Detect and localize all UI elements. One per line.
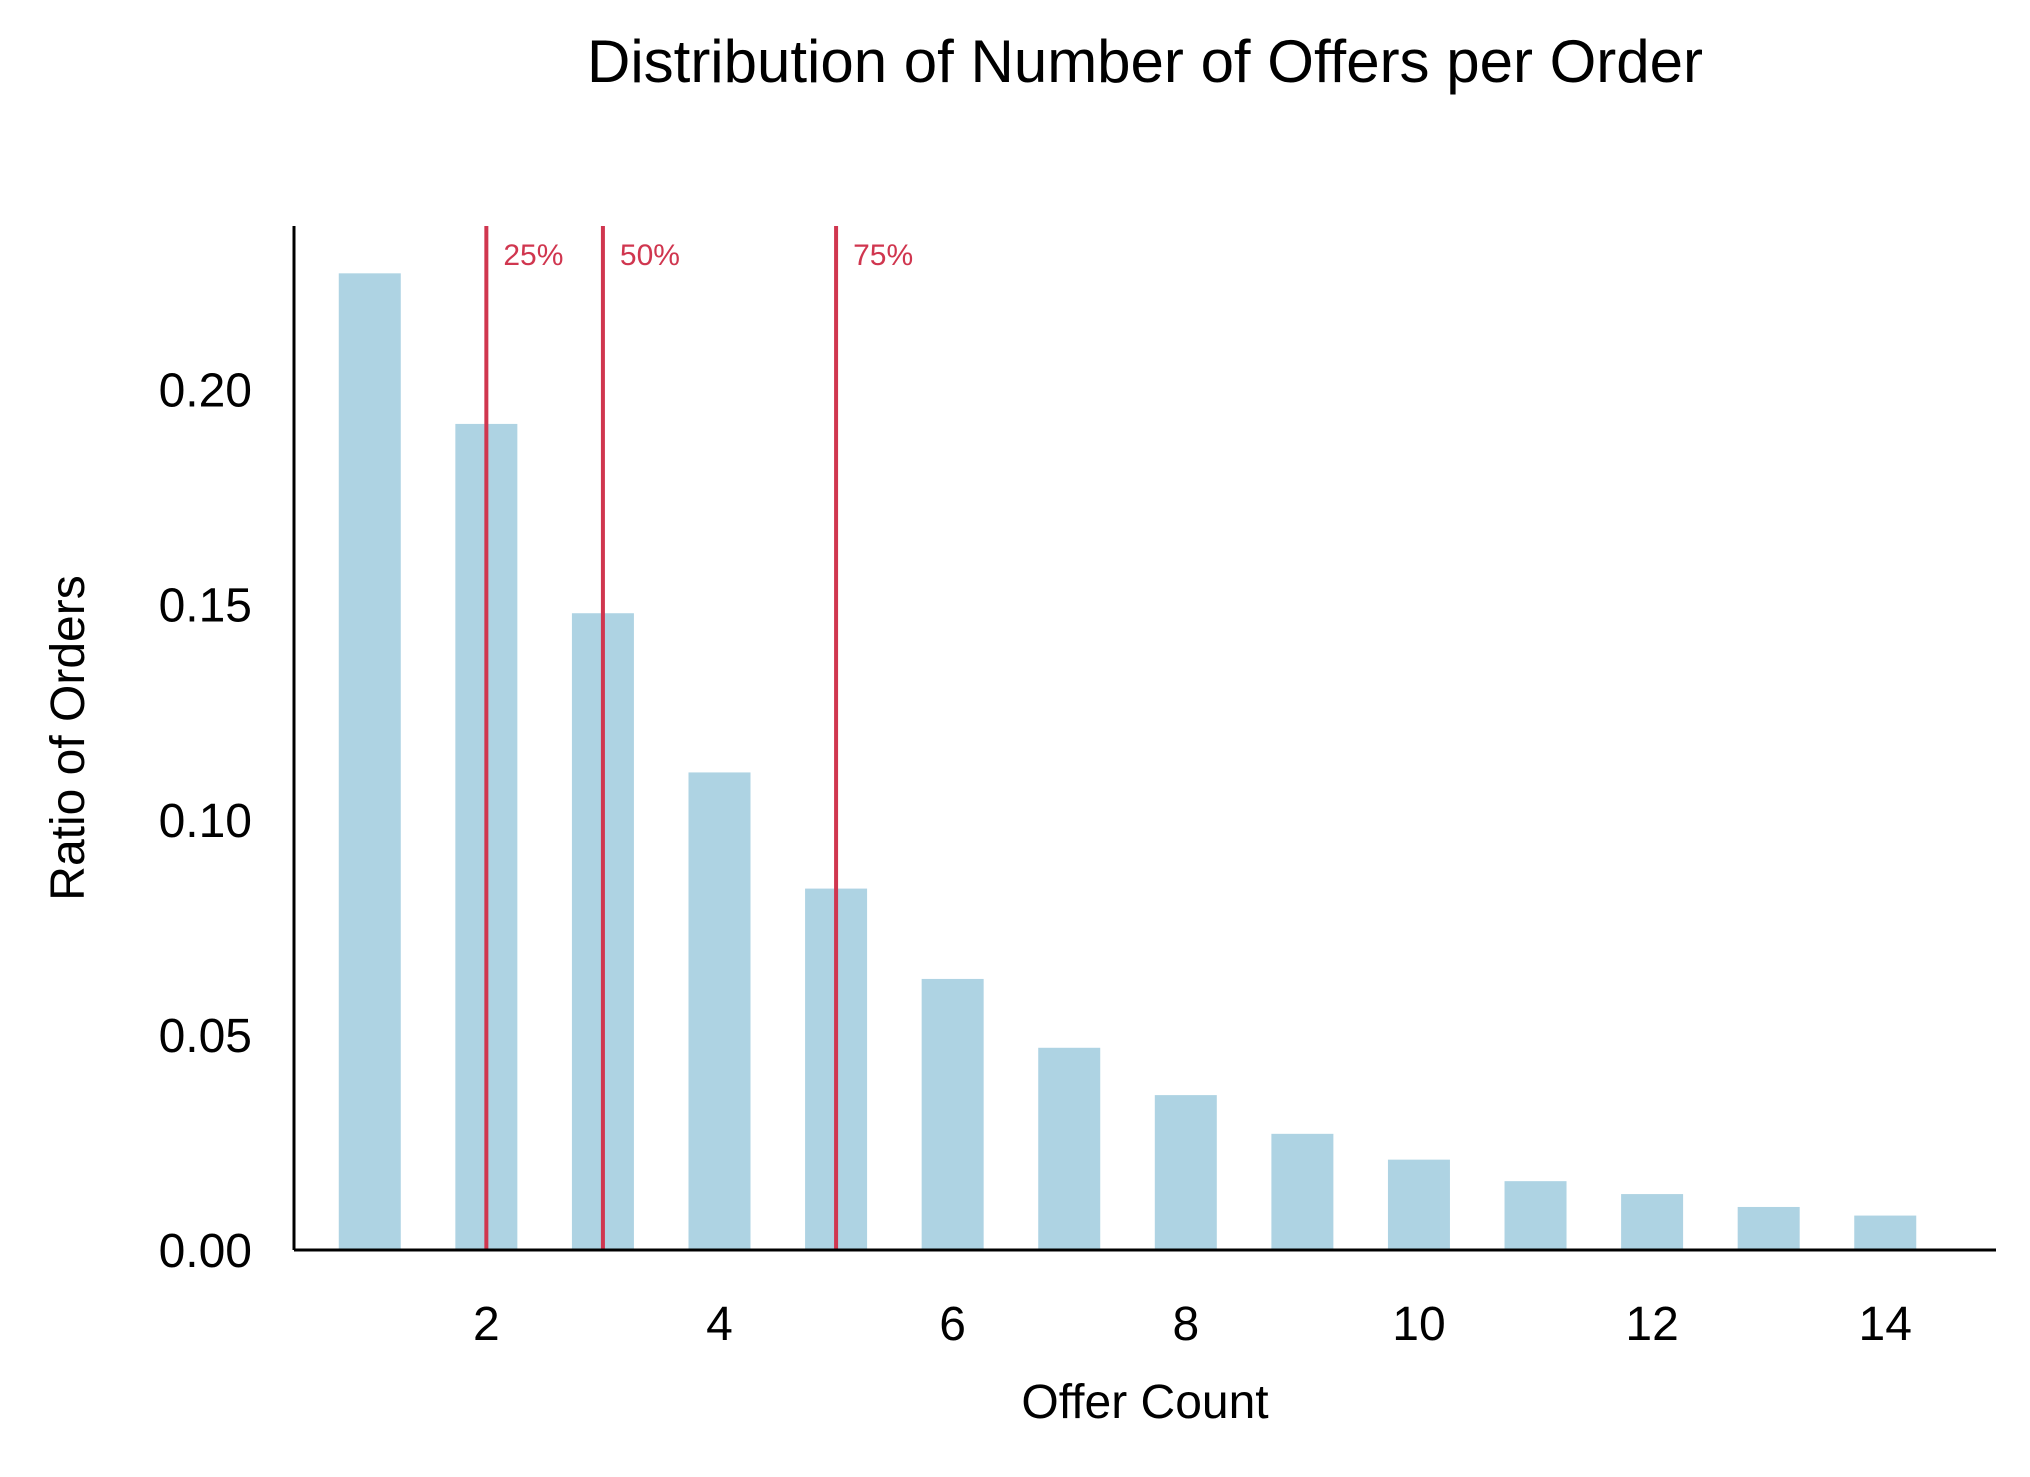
bars-layer: [338, 273, 1917, 1251]
bar-offer-count-4: [688, 772, 751, 1250]
y-axis-label: Ratio of Orders: [42, 575, 95, 900]
x-axis-label: Offer Count: [1021, 1376, 1268, 1429]
x-tick-label: 2: [473, 1298, 500, 1351]
x-tick-label: 12: [1625, 1298, 1678, 1351]
bar-offer-count-13: [1737, 1206, 1800, 1250]
x-tick-label: 10: [1392, 1298, 1445, 1351]
x-tick-labels: 2 4 6 8 10 12 14: [473, 1298, 1912, 1351]
chart-title: Distribution of Number of Offers per Ord…: [587, 28, 1703, 95]
x-tick-label: 14: [1859, 1298, 1912, 1351]
bar-offer-count-8: [1154, 1095, 1217, 1250]
bar-offer-count-6: [921, 978, 984, 1250]
y-tick-label: 0.15: [159, 580, 252, 633]
x-tick-label: 6: [939, 1298, 966, 1351]
y-tick-labels: 0.00 0.05 0.10 0.15 0.20: [159, 365, 252, 1279]
bar-offer-count-12: [1621, 1194, 1684, 1250]
y-tick-label: 0.05: [159, 1010, 252, 1063]
y-tick-label: 0.10: [159, 795, 252, 848]
bar-offer-count-11: [1504, 1181, 1567, 1250]
percentile-lines-layer: 25% 50% 75%: [484, 226, 913, 1250]
x-tick-label: 4: [706, 1298, 733, 1351]
percentile-label-25pct: 25%: [503, 239, 563, 272]
percentile-label-50pct: 50%: [620, 239, 680, 272]
bar-offer-count-7: [1038, 1047, 1101, 1250]
bar-offer-count-14: [1854, 1215, 1917, 1250]
percentile-label-75pct: 75%: [853, 239, 913, 272]
y-tick-label: 0.00: [159, 1225, 252, 1278]
bar-offer-count-9: [1271, 1133, 1334, 1250]
x-tick-label: 8: [1172, 1298, 1199, 1351]
axes-layer: [292, 226, 1996, 1252]
bar-offer-count-10: [1387, 1159, 1450, 1250]
bar-offer-count-1: [338, 273, 401, 1251]
y-tick-label: 0.20: [159, 365, 252, 418]
